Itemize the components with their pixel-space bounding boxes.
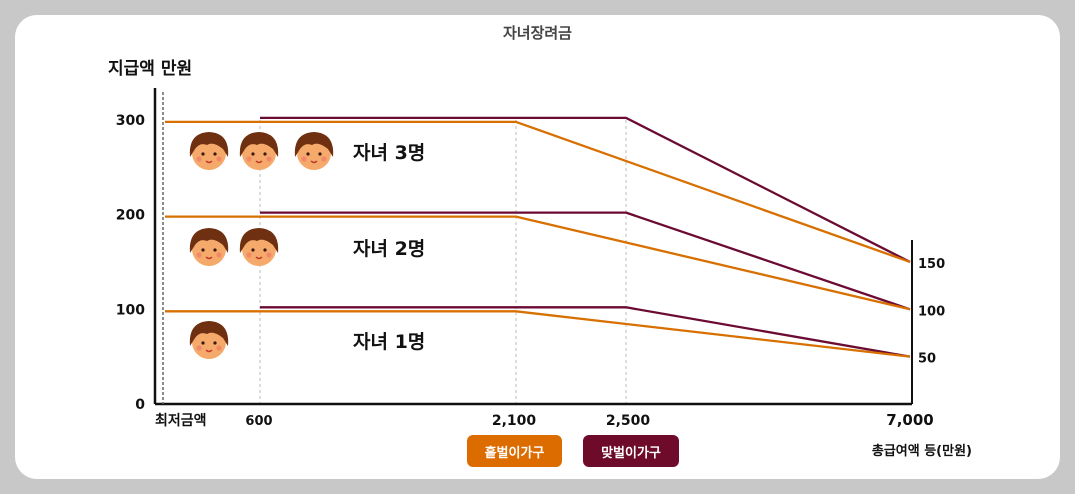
tick-labels: 0 100 200 300 최저금액 600 2,100 2,500 7,000 150 100 50…	[116, 113, 972, 459]
face-mouth	[205, 349, 213, 353]
face-eye	[213, 248, 217, 252]
child-face-icon	[189, 132, 229, 170]
child-face-icon	[294, 132, 334, 170]
group-label-2: 자녀 2명	[353, 238, 425, 260]
face-cheek	[301, 156, 307, 162]
chart-title: 자녀장려금	[502, 24, 572, 42]
y-tick-label: 200	[116, 208, 145, 224]
legend-single-earner: 홑벌이가구	[467, 435, 562, 467]
face-cheek	[266, 156, 272, 162]
face-cheek	[321, 156, 327, 162]
group-label-1: 자녀 1명	[353, 331, 425, 353]
face-cheek	[216, 252, 222, 258]
face-hair	[189, 321, 229, 346]
face-eye	[213, 341, 217, 345]
legend-dual-earner: 맞벌이가구	[583, 435, 679, 467]
x-tick-label: 2,100	[492, 413, 537, 429]
series-lines	[165, 116, 911, 358]
face-hair	[189, 228, 229, 253]
face-cheek	[196, 345, 202, 351]
face-hair	[239, 132, 279, 157]
face-eye	[213, 152, 217, 156]
face-eye	[201, 152, 205, 156]
y-tick-label: 100	[116, 302, 145, 318]
series-line-1-single	[165, 310, 911, 358]
face-hair	[294, 132, 334, 157]
face-mouth	[255, 256, 263, 260]
series-line-3-single	[165, 120, 911, 264]
face-eye	[251, 152, 255, 156]
face-cheek	[266, 252, 272, 258]
face-mouth	[205, 256, 213, 260]
face-cheek	[246, 252, 252, 258]
face-mouth	[255, 160, 263, 164]
group-label-3: 자녀 3명	[353, 142, 425, 164]
face-mouth	[205, 160, 213, 164]
face-eye	[251, 248, 255, 252]
y-axis-label: 지급액 만원	[108, 59, 193, 79]
grid-lines	[259, 120, 627, 404]
series-line-3-dual	[260, 116, 911, 263]
face-cheek	[216, 345, 222, 351]
x-tick-label: 최저금액	[155, 412, 207, 429]
face-hair	[189, 132, 229, 157]
child-face-icon	[189, 321, 229, 359]
x-tick-label: 2,500	[606, 413, 651, 429]
x-tick-label: 600	[245, 414, 272, 429]
right-tick-label: 50	[918, 352, 936, 367]
axes	[153, 88, 913, 406]
face-eye	[263, 248, 267, 252]
face-mouth	[310, 160, 318, 164]
child-face-icon	[239, 228, 279, 266]
chart-card	[15, 15, 1060, 479]
face-cheek	[216, 156, 222, 162]
face-cheek	[246, 156, 252, 162]
face-cheek	[196, 156, 202, 162]
face-eye	[201, 341, 205, 345]
y-tick-label: 300	[116, 113, 145, 129]
y-tick-label: 0	[135, 397, 145, 413]
kid-icons	[189, 132, 334, 359]
face-eye	[318, 152, 322, 156]
series-line-2-single	[165, 215, 911, 311]
child-face-icon	[189, 228, 229, 266]
face-eye	[201, 248, 205, 252]
x-axis-title: 총급여액 등(만원)	[872, 443, 972, 459]
face-hair	[239, 228, 279, 253]
child-face-icon	[239, 132, 279, 170]
right-tick-label: 150	[918, 257, 945, 272]
right-tick-label: 100	[918, 304, 945, 319]
series-line-1-dual	[260, 306, 911, 358]
face-eye	[306, 152, 310, 156]
group-labels: 자녀 1명 자녀 2명 자녀 3명	[353, 142, 425, 353]
series-line-2-dual	[260, 211, 911, 311]
face-cheek	[196, 252, 202, 258]
x-tick-label: 7,000	[886, 411, 933, 429]
face-eye	[263, 152, 267, 156]
